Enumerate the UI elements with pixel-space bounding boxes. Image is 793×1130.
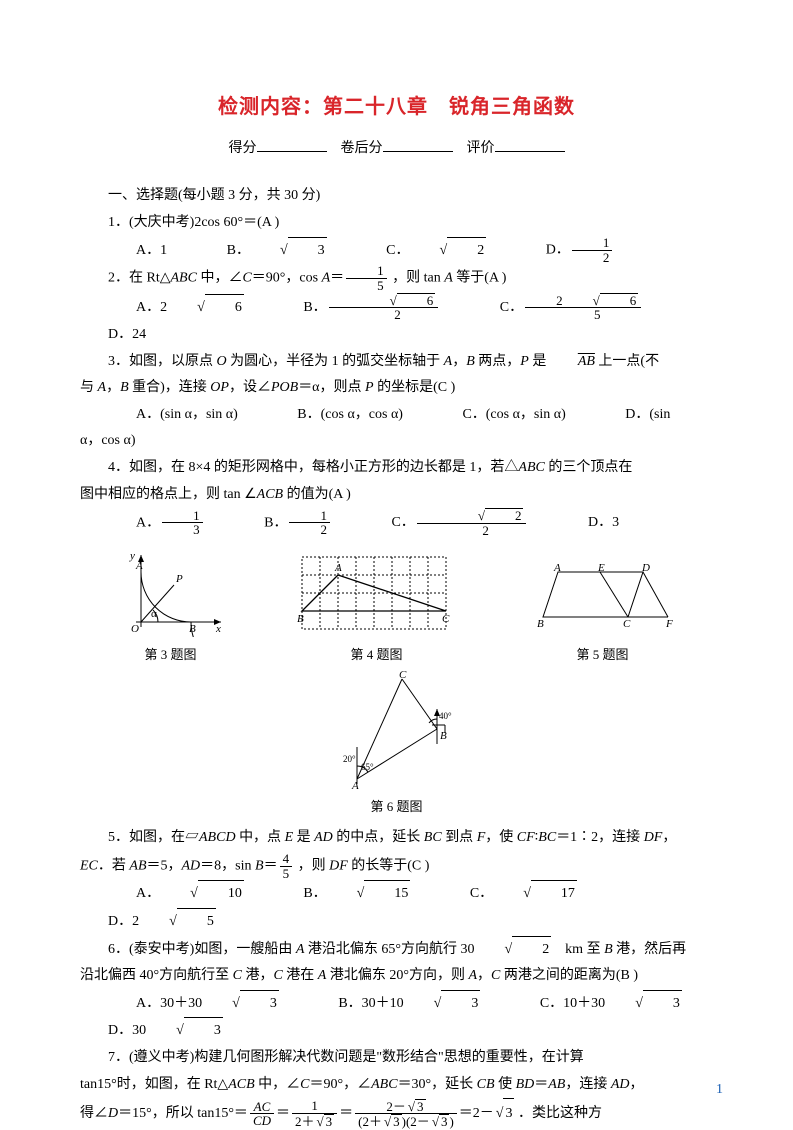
page-number: 1: [716, 1082, 723, 1098]
svg-text:F: F: [665, 618, 673, 630]
svg-text:C: C: [399, 669, 407, 681]
q6-opt-c: C．10＋303: [512, 990, 682, 1018]
q1-opt-c: C．2: [358, 237, 486, 265]
svg-text:A: A: [351, 780, 359, 789]
q6-line2: 沿北偏西 40°方向航行至 C 港，C 港在 A 港北偏东 20°方向，则 A，…: [80, 963, 713, 990]
q2-options: A．26 B．62 C．265 D．24: [80, 293, 713, 349]
q2-stem: 2．在 Rt△ABC 中，∠C＝90°，cos A＝15 ，则 tan A 等于…: [80, 264, 713, 292]
score-blank[interactable]: [257, 137, 327, 152]
q5-line1: 5．如图，在▱ABCD 中，点 E 是 AD 的中点，延长 BC 到点 F，使 …: [80, 825, 713, 852]
q3-line2: 与 A，B 重合)，连接 OP，设∠POB＝α，则点 P 的坐标是(C ): [80, 375, 713, 402]
q5-line2: EC．若 AB＝5，AD＝8，sin B＝45 ，则 DF 的长等于(C ): [80, 852, 713, 880]
q4-options: A．13 B．12 C．22 D．3: [80, 508, 713, 537]
q5-opt-d: D．25: [80, 908, 216, 936]
q4-caption: 第 4 题图: [297, 644, 457, 663]
q4-svg: A B C: [297, 552, 457, 637]
figure-q6: C A B 20° 65° 40° 第 6 题图: [327, 669, 467, 815]
svg-text:40°: 40°: [439, 711, 452, 721]
svg-text:C: C: [623, 618, 631, 630]
q6-line1: 6．(泰安中考)如图，一艘船由 A 港沿北偏东 65°方向航行 302 km 至…: [80, 936, 713, 964]
post-label: 卷后分: [341, 141, 383, 156]
q4-opt-a: A．13: [108, 509, 205, 537]
q6-opt-b: B．30＋103: [310, 990, 480, 1018]
svg-text:C: C: [442, 613, 450, 625]
arc-ab: AB: [550, 349, 595, 376]
svg-text:D: D: [641, 562, 650, 574]
q3-caption: 第 3 题图: [116, 644, 226, 663]
q1-opt-d: D．12: [518, 236, 615, 264]
q6-options: A．30＋303 B．30＋103 C．10＋303 D．303: [80, 990, 713, 1045]
q6-opt-d: D．303: [80, 1017, 223, 1045]
svg-text:α: α: [151, 608, 157, 620]
svg-text:B: B: [189, 623, 196, 635]
q3-opt-d: D．(sin: [597, 402, 670, 429]
q4-opt-d: D．3: [560, 510, 619, 537]
score-line: 得分 卷后分 评价: [80, 137, 713, 157]
q3-opt-a: A．(sin α，sin α): [108, 402, 238, 429]
svg-text:P: P: [175, 573, 183, 585]
q3-options-wrap: α，cos α): [80, 428, 713, 455]
figure-row-2: C A B 20° 65° 40° 第 6 题图: [80, 669, 713, 815]
figure-row-1: O A P B x y α 第 3 题图 A B C 第 4 题图: [80, 547, 713, 663]
svg-text:B: B: [297, 613, 304, 625]
q7-line1: 7．(遵义中考)构建几何图形解决代数问题是"数形结合"思想的重要性，在计算: [80, 1045, 713, 1072]
q2-opt-c: C．265: [472, 293, 643, 322]
q6-svg: C A B 20° 65° 40°: [327, 669, 467, 789]
figure-q4: A B C 第 4 题图: [297, 552, 457, 663]
exam-title: 检测内容：第二十八章 锐角三角函数: [80, 90, 713, 119]
svg-text:A: A: [553, 562, 561, 574]
svg-text:B: B: [537, 618, 544, 630]
q5-caption: 第 5 题图: [528, 644, 678, 663]
score-label: 得分: [229, 141, 257, 156]
eval-label: 评价: [467, 141, 495, 156]
q6-opt-a: A．30＋303: [108, 990, 279, 1018]
q5-svg: A E D B C F: [528, 562, 678, 637]
eval-blank[interactable]: [495, 137, 565, 152]
svg-text:A: A: [135, 560, 143, 572]
svg-text:x: x: [215, 623, 221, 635]
q2-opt-b: B．62: [275, 293, 440, 322]
q3-opt-b: B．(cos α，cos α): [269, 402, 403, 429]
q4-line1: 4．如图，在 8×4 的矩形网格中，每格小正方形的边长都是 1，若△ABC 的三…: [80, 455, 713, 482]
svg-text:B: B: [440, 730, 447, 742]
svg-text:E: E: [597, 562, 605, 574]
q5-opt-c: C．17: [442, 880, 577, 908]
svg-text:O: O: [131, 623, 139, 635]
figure-q5: A E D B C F 第 5 题图: [528, 562, 678, 663]
svg-text:65°: 65°: [361, 762, 374, 772]
q3-svg: O A P B x y α: [116, 547, 226, 637]
q3-line1: 3．如图，以原点 O 为圆心，半径为 1 的弧交坐标轴于 A，B 两点，P 是 …: [80, 349, 713, 376]
q1-options: A．1 B．3 C．2 D．12: [80, 236, 713, 264]
q3-opt-c: C．(cos α，sin α): [434, 402, 565, 429]
svg-text:20°: 20°: [343, 754, 356, 764]
figure-q3: O A P B x y α 第 3 题图: [116, 547, 226, 663]
q2-opt-a: A．26: [108, 294, 244, 322]
q1-opt-b: B．3: [199, 237, 327, 265]
q6-caption: 第 6 题图: [327, 796, 467, 815]
q7-line2: tan15°时，如图，在 Rt△ACB 中，∠C＝90°，∠ABC＝30°，延长…: [80, 1072, 713, 1099]
svg-text:A: A: [334, 562, 342, 574]
post-blank[interactable]: [383, 137, 453, 152]
q4-line2: 图中相应的格点上，则 tan ∠ACB 的值为(A ): [80, 482, 713, 509]
q4-opt-c: C．22: [363, 508, 528, 537]
q7-line3: 得∠D＝15°，所以 tan15°＝ACCD＝12＋3＝2－3(2＋3)(2－3…: [80, 1098, 713, 1130]
q2-opt-d: D．24: [80, 322, 146, 349]
section-1-header: 一、选择题(每小题 3 分，共 30 分): [80, 183, 713, 210]
svg-text:y: y: [129, 550, 135, 562]
q5-opt-a: A．10: [108, 880, 244, 908]
q5-options: A．10 B．15 C．17 D．25: [80, 880, 713, 935]
q4-opt-b: B．12: [236, 509, 332, 537]
q1-opt-a: A．1: [108, 238, 167, 265]
q5-opt-b: B．15: [275, 880, 410, 908]
q1-stem: 1．(大庆中考)2cos 60°＝(A ): [80, 210, 713, 237]
q3-options: A．(sin α，sin α) B．(cos α，cos α) C．(cos α…: [80, 402, 713, 429]
